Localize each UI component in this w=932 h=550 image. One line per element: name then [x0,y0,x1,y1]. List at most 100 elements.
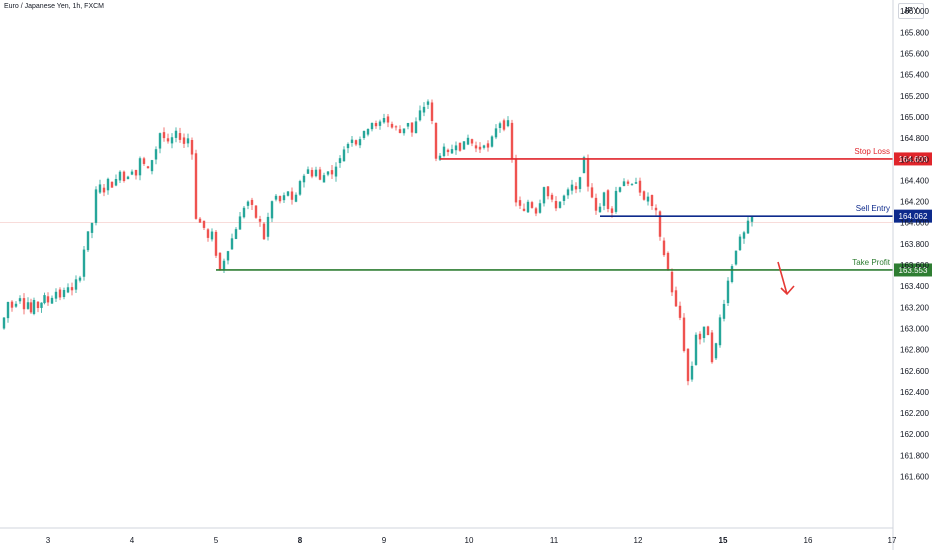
candle-up [230,238,234,250]
price-tick-label: 165.200 [900,92,929,101]
candle-up [54,291,58,299]
candle-up [186,138,190,144]
price-tick-label: 163.400 [900,282,929,291]
candle-up [422,106,426,113]
candle-down [330,170,334,175]
candle-up [326,171,330,175]
candle-down [278,196,282,202]
stop-loss-price-tag [894,152,932,166]
candle-down [142,158,146,164]
time-tick-label: 9 [382,536,387,545]
candle-up [578,177,582,189]
candle-up [406,122,410,127]
price-tick-label: 163.800 [900,240,929,249]
currency-selector[interactable]: JPY [898,3,924,19]
candle-up [566,189,570,196]
candle-up [282,195,286,201]
candle-up [238,216,242,230]
candle-down [254,205,258,218]
candle-down [110,181,114,188]
price-tick-label: 162.200 [900,409,929,418]
candle-up [734,250,738,265]
candle-up [138,158,142,176]
candle-up [98,184,102,193]
candle-up [154,149,158,160]
candle-down [478,146,482,150]
candle-down [674,290,678,307]
candle-up [582,157,586,174]
candle-down [662,240,666,256]
candle-down [218,252,222,270]
candle-down [586,158,590,187]
time-tick-label: 16 [804,536,813,545]
candle-up [74,279,78,290]
candle-up [466,137,470,145]
candle-up [634,182,638,184]
candle-down [46,296,50,303]
candle-up [694,334,698,365]
candle-down [594,197,598,211]
candle-up [558,201,562,208]
candle-up [90,222,94,233]
price-tick-label: 166.000 [900,7,929,16]
candle-down [166,138,170,142]
levels-layer: Stop Loss 164.603 Sell Entry 164.062 Take Pr… [216,147,932,277]
candle-down [10,301,14,308]
candle-down [22,298,26,310]
candle-down [214,231,218,256]
candle-down [394,126,398,128]
candle-up [338,158,342,164]
candle-up [270,201,274,219]
sell-entry-label: Sell Entry [856,204,890,213]
candle-down [642,191,646,200]
sell-entry-price-tag [894,209,932,223]
candle-down [550,194,554,200]
candle-down [546,186,550,197]
candle-down [698,333,702,340]
candle-up [286,191,290,196]
candle-up [630,184,634,186]
candle-down [194,153,198,219]
candle-up [498,123,502,128]
candle-up [222,260,226,271]
candle-down [354,140,358,145]
price-tick-label: 161.600 [900,473,929,482]
candle-up [40,302,43,308]
candle-up [234,229,238,239]
price-tick-label: 164.200 [900,198,929,207]
candle-up [14,303,18,307]
candle-up [482,145,486,148]
candle-up [158,133,162,149]
candle-down [458,142,462,151]
candle-up [622,181,626,187]
candle-up [334,166,338,177]
candle-up [618,187,622,192]
candle-down [190,139,194,155]
down-arrow-icon [777,261,795,296]
candle-up [130,171,134,175]
candle-up [18,298,22,302]
candle-down [258,218,262,222]
candle-down [710,332,714,363]
candle-down [36,301,40,309]
candle-down [650,195,654,207]
time-tick-label: 15 [719,536,728,545]
candle-down [658,211,662,237]
price-tick-label: 165.400 [900,71,929,80]
candle-down [530,202,534,208]
price-tick-label: 163.600 [900,261,929,270]
candle-down [430,102,434,121]
candle-down [678,305,682,318]
price-tick-label: 162.600 [900,367,929,376]
candle-down [198,218,202,223]
price-tick-label: 164.400 [900,176,929,185]
candle-up [302,175,306,183]
candle-down [162,132,166,139]
candle-up [402,128,406,134]
candle-up [370,122,374,130]
candle-down [310,169,314,177]
candle-up [174,130,178,138]
stop-loss-label: Stop Loss [854,147,890,156]
candle-down [29,302,33,313]
